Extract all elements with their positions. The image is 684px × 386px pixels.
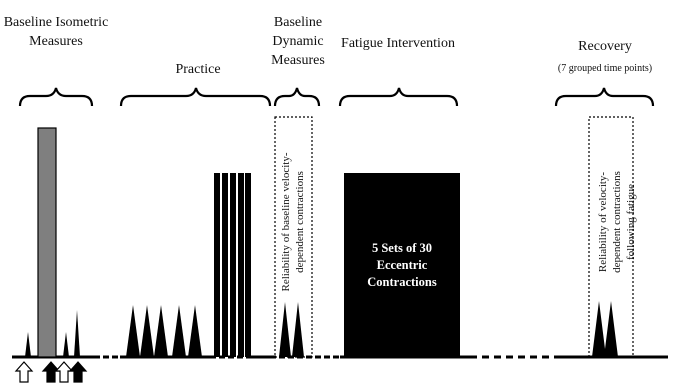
baseline-reliability-text: Reliability of baseline velocity-depende… xyxy=(280,152,306,292)
label-recovery: Recovery xyxy=(578,39,632,54)
baseline-dynamic-spikes xyxy=(279,302,304,357)
mvc-bar xyxy=(37,127,57,358)
fatigue-block-label: 5 Sets of 30 Eccentric Contractions xyxy=(367,241,437,289)
hollow-up-arrow xyxy=(54,361,74,383)
phase-braces xyxy=(18,87,655,107)
brace-fatigue xyxy=(338,87,459,107)
baseline-reliability-box xyxy=(274,116,313,358)
practice-bars xyxy=(214,173,251,357)
baseline-reliability-label: Reliability of baseline velocity-depende… xyxy=(279,122,309,322)
brace-recovery xyxy=(554,87,655,107)
hollow-up-arrow xyxy=(14,361,34,383)
label-baseline-dynamic: Baseline Dynamic Measures xyxy=(271,15,325,68)
practice-spikes xyxy=(126,305,202,357)
recovery-reliability-text: Reliability of velocity-dependent contra… xyxy=(597,171,637,273)
brace-practice xyxy=(119,87,272,107)
filled-up-arrow xyxy=(41,361,61,383)
label-recovery-note: (7 grouped time points) xyxy=(557,63,653,74)
label-practice: Practice xyxy=(175,62,221,77)
recovery-reliability-label: Reliability of velocity-dependent contra… xyxy=(596,122,637,322)
timing-arrows xyxy=(14,361,88,383)
recovery-spikes xyxy=(592,301,618,357)
brace-baseline-isometric xyxy=(18,87,94,107)
filled-up-arrow xyxy=(68,361,88,383)
label-fatigue: Fatigue Intervention xyxy=(341,36,455,51)
fatigue-block xyxy=(344,173,460,357)
brace-baseline-dynamic xyxy=(273,87,321,107)
baseline-isometric-spikes xyxy=(25,310,80,357)
label-baseline-isometric: Baseline Isometric Measures xyxy=(3,15,109,49)
